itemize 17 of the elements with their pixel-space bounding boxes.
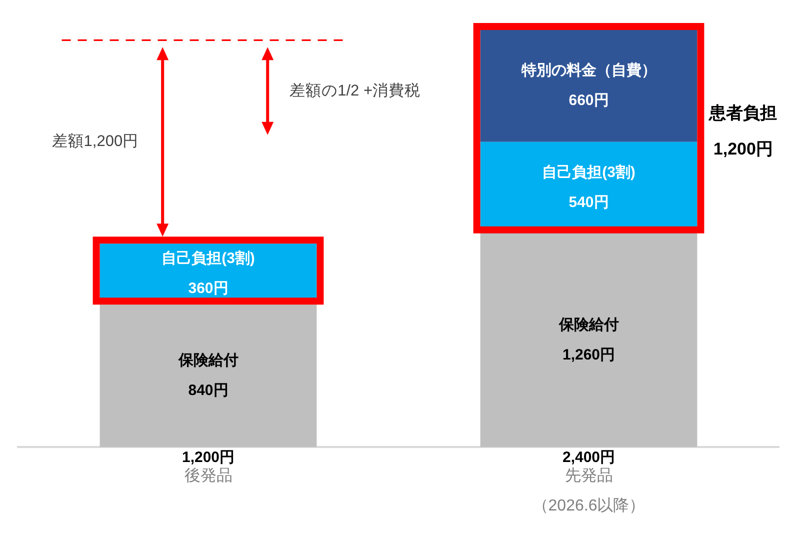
data-label: 360円: [188, 280, 228, 298]
text: 1,200円: [182, 449, 235, 466]
data-label: 840円: [188, 382, 228, 399]
data-label: 540円: [568, 194, 609, 211]
series-label: 自己負担(3割): [162, 250, 255, 268]
series-label: 保険給付: [177, 352, 238, 369]
data-label: 660円: [568, 92, 609, 110]
text: 自己負担(3割): [542, 164, 636, 181]
series-label: 特別の料金（自費）: [520, 62, 656, 80]
annotation: 患者負担 1,200円: [708, 103, 778, 158]
annotation: 差額1,200円: [52, 132, 139, 150]
x-tick-label: 先発品（2026.6以降）: [532, 466, 646, 514]
text: 保険給付: [558, 316, 619, 334]
data-label: 1,260円: [562, 346, 616, 364]
text: 2,400円: [562, 449, 616, 466]
annotation: 差額の1/2 +消費税: [290, 81, 421, 100]
x-tick-label: 後発品: [184, 466, 232, 484]
